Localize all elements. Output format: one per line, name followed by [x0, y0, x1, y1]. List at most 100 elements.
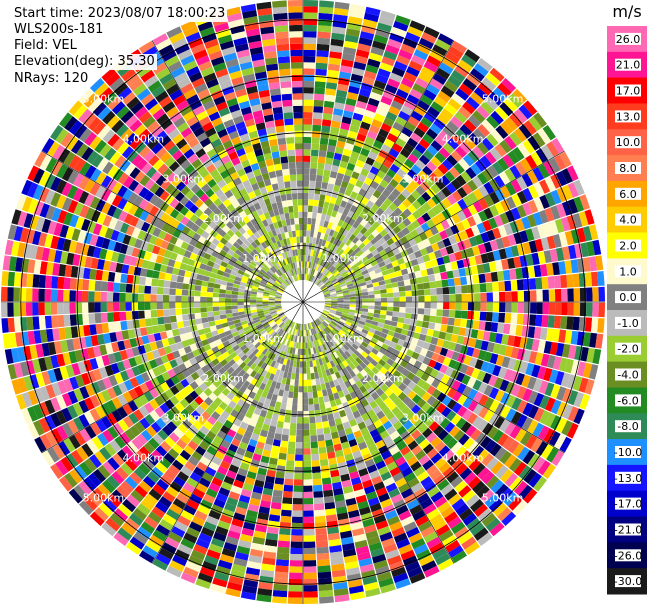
range-gate — [295, 454, 303, 461]
range-gate — [69, 314, 77, 326]
range-gate — [436, 338, 445, 347]
range-gate — [592, 302, 599, 317]
range-gate — [275, 427, 283, 435]
range-gate — [566, 374, 577, 389]
range-gate — [398, 286, 406, 292]
range-gate — [452, 326, 460, 335]
range-gate — [267, 366, 274, 374]
range-gate — [260, 355, 268, 363]
range-gate — [527, 135, 541, 151]
range-gate — [137, 302, 145, 311]
range-gate — [489, 387, 500, 400]
range-gate — [144, 516, 159, 529]
range-gate — [464, 49, 480, 63]
range-gate — [413, 105, 427, 117]
range-gate — [425, 245, 434, 254]
range-gate — [439, 417, 451, 429]
range-gate — [485, 517, 501, 532]
range-gate — [516, 414, 528, 428]
range-gate — [462, 385, 473, 397]
range-gate — [442, 309, 450, 317]
range-gate — [199, 477, 211, 488]
range-gate — [370, 260, 378, 267]
range-gate — [442, 534, 457, 548]
range-gate — [328, 312, 336, 316]
range-gate — [362, 390, 371, 399]
range-gate — [218, 302, 226, 307]
range-gate — [313, 497, 324, 505]
range-gate — [200, 526, 215, 538]
range-gate — [389, 242, 398, 251]
range-gate — [486, 302, 494, 312]
range-gate — [440, 271, 448, 280]
range-gate — [423, 26, 440, 39]
range-gate — [237, 291, 245, 296]
range-gate — [584, 317, 593, 332]
range-gate — [264, 357, 271, 365]
range-gate — [348, 10, 364, 19]
range-gate — [559, 151, 572, 168]
range-gate — [212, 302, 219, 307]
range-gate — [303, 367, 307, 374]
range-gate — [280, 515, 292, 523]
range-gate — [498, 312, 506, 323]
range-gate — [303, 386, 308, 393]
range-gate — [344, 453, 354, 462]
range-gate — [332, 317, 340, 323]
range-gate — [473, 403, 484, 416]
range-gate — [357, 275, 365, 281]
range-gate — [257, 467, 267, 476]
range-gate — [573, 392, 585, 408]
range-gate — [263, 384, 271, 393]
range-gate — [69, 278, 77, 290]
range-gate — [303, 529, 315, 536]
range-gate — [347, 579, 363, 588]
range-gate — [303, 504, 314, 511]
range-gate — [430, 156, 442, 168]
range-gate — [158, 496, 172, 508]
range-gate — [223, 419, 233, 429]
range-gate — [349, 362, 356, 370]
range-gate — [150, 294, 157, 302]
range-gate — [327, 451, 336, 459]
range-gate — [460, 276, 468, 286]
range-gate — [317, 325, 322, 332]
range-gate — [409, 278, 417, 285]
range-gate — [169, 302, 176, 309]
range-gate — [381, 144, 392, 154]
range-gate — [501, 236, 511, 248]
range-gate — [303, 68, 315, 75]
range-gate — [306, 267, 309, 275]
range-gate — [357, 421, 367, 430]
range-gate — [266, 392, 273, 400]
range-gate — [586, 287, 593, 302]
range-gate — [504, 313, 512, 324]
range-gate — [322, 343, 327, 351]
range-gate — [511, 291, 518, 302]
range-gate — [319, 144, 328, 152]
range-gate — [422, 459, 434, 471]
range-gate — [422, 254, 431, 263]
range-gate — [225, 305, 232, 310]
range-gate — [531, 226, 541, 240]
range-gate — [418, 262, 427, 271]
range-gate — [330, 126, 340, 135]
range-gate — [312, 391, 318, 399]
range-gate — [420, 94, 434, 106]
range-gate — [331, 475, 341, 484]
range-gate — [219, 460, 231, 470]
range-gate — [405, 31, 421, 43]
range-gate — [466, 216, 477, 227]
range-gate — [519, 230, 529, 243]
range-gate — [435, 414, 446, 425]
range-gate — [363, 249, 371, 256]
range-gate — [279, 337, 285, 344]
range-gate — [364, 136, 375, 146]
range-gate — [444, 171, 456, 183]
range-gate — [218, 487, 231, 497]
range-gate — [218, 297, 226, 302]
range-gate — [348, 291, 356, 295]
range-gate — [489, 353, 499, 365]
range-gate — [375, 565, 390, 576]
